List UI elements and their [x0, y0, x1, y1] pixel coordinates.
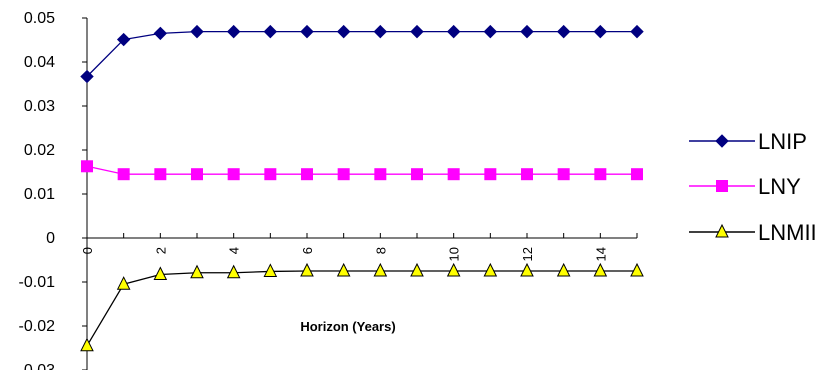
- y-tick-label: 0.01: [24, 186, 55, 203]
- y-tick-label: 0.02: [24, 142, 55, 159]
- data-point-lnip: [630, 24, 644, 39]
- data-point-lny: [117, 168, 130, 181]
- data-point-lny: [557, 168, 570, 181]
- data-point-lnmii: [446, 262, 461, 277]
- data-point-lny: [191, 168, 203, 181]
- data-point-lnmii: [226, 264, 241, 279]
- data-point-lnmii: [300, 262, 314, 277]
- y-tick-label: -0.01: [19, 274, 56, 291]
- x-tick-label: 6: [300, 247, 315, 254]
- data-point-lnmii: [593, 262, 608, 277]
- data-point-lny: [484, 168, 497, 181]
- x-tick-label: 14: [593, 247, 608, 261]
- y-tick-label: 0: [46, 230, 55, 247]
- data-point-lnmii: [336, 262, 351, 277]
- data-point-lnmii: [80, 337, 94, 352]
- data-point-lnip: [520, 24, 534, 39]
- data-point-lnip: [593, 24, 608, 39]
- series-line-lny: [86, 165, 637, 175]
- data-point-lny: [631, 168, 643, 181]
- data-point-lnip: [373, 24, 388, 39]
- data-point-lny: [374, 168, 387, 181]
- data-point-lny: [594, 168, 607, 181]
- data-point-lnmii: [410, 262, 424, 277]
- legend-marker-lnmii: [715, 223, 729, 238]
- legend-label-lnmii: LNMII: [758, 220, 817, 245]
- data-point-lnmii: [373, 262, 388, 277]
- x-tick-label: 0: [80, 247, 95, 254]
- data-point-lny: [264, 168, 277, 181]
- x-tick-label: 2: [153, 247, 168, 254]
- data-point-lnmii: [116, 276, 131, 290]
- y-tick-label: 0.04: [24, 54, 55, 71]
- legend-label-lny: LNY: [758, 174, 801, 199]
- data-point-lny: [337, 168, 350, 181]
- data-point-lny: [411, 168, 423, 181]
- data-point-lny: [301, 168, 313, 181]
- data-point-lnmii: [556, 262, 571, 277]
- data-point-lnip: [153, 26, 168, 41]
- series-layer: [80, 24, 644, 352]
- data-point-lnip: [190, 24, 204, 39]
- x-tick-label: 10: [447, 247, 462, 261]
- legend-item-lnmii: LNMII: [689, 220, 817, 245]
- series-lny: [81, 160, 643, 181]
- data-point-lnmii: [263, 263, 278, 277]
- data-point-lnip: [556, 24, 571, 39]
- legend-marker-lnip: [715, 134, 729, 148]
- y-tick-label: -0.03: [19, 362, 56, 370]
- data-point-lnip: [263, 24, 278, 39]
- y-tick-label: -0.02: [19, 318, 56, 335]
- x-axis-label: Horizon (Years): [300, 319, 395, 334]
- data-point-lnmii: [630, 262, 644, 277]
- legend-marker-lny: [716, 180, 728, 192]
- data-point-lny: [154, 168, 167, 181]
- legend-item-lny: LNY: [689, 174, 801, 199]
- data-point-lnmii: [483, 262, 498, 277]
- data-point-lnip: [226, 24, 241, 39]
- legend: LNIP LNY LNMII: [689, 129, 817, 245]
- y-tick-label: 0.05: [24, 10, 55, 27]
- data-point-lnip: [483, 24, 498, 39]
- data-point-lny: [227, 168, 240, 181]
- data-point-lnip: [336, 24, 351, 39]
- data-point-lny: [81, 160, 93, 173]
- data-point-lnip: [116, 32, 131, 47]
- series-line-lnip: [86, 30, 637, 77]
- legend-item-lnip: LNIP: [689, 129, 807, 154]
- data-point-lnmii: [153, 266, 168, 281]
- data-point-lnip: [80, 69, 94, 84]
- data-point-lny: [447, 168, 460, 181]
- data-point-lny: [521, 168, 533, 181]
- y-tick-label: 0.03: [24, 98, 55, 115]
- series-lnmii: [80, 262, 644, 352]
- data-point-lnmii: [520, 262, 534, 277]
- data-point-lnmii: [190, 264, 204, 279]
- series-line-lnmii: [86, 270, 637, 347]
- x-tick-label: 4: [227, 247, 242, 254]
- x-tick-label: 12: [520, 247, 535, 261]
- data-point-lnip: [410, 24, 424, 39]
- data-point-lnip: [446, 24, 461, 39]
- data-point-lnip: [300, 24, 314, 39]
- axes: 0.05 0.04 0.03 0.02 0.01 0 -0.01 -0.02 -0.03 0 2 4 6…: [19, 10, 638, 370]
- legend-label-lnip: LNIP: [758, 129, 807, 154]
- series-lnip: [80, 24, 644, 84]
- x-tick-label: 8: [373, 247, 388, 254]
